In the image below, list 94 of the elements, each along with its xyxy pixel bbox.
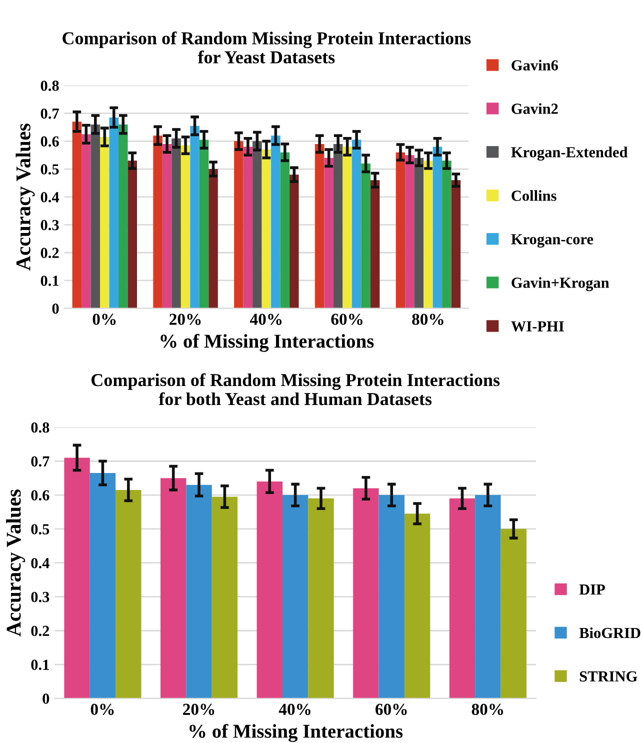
y-tick-label: 0.2	[31, 626, 50, 636]
bar	[90, 472, 116, 698]
bar	[404, 514, 430, 698]
bar	[109, 117, 119, 308]
bar	[262, 150, 272, 308]
x-tick-label: 40%	[278, 704, 310, 716]
y-axis-title: Accuracy Values	[6, 490, 26, 636]
x-tick-label: 80%	[472, 704, 504, 716]
bar	[353, 488, 379, 698]
x-tick-label: 60%	[331, 314, 362, 325]
y-tick-label: 0.1	[40, 276, 59, 286]
bar	[128, 160, 138, 308]
y-tick-label: 0.3	[31, 592, 50, 602]
x-tick-label: 60%	[376, 704, 407, 716]
bar	[186, 484, 212, 698]
x-tick-label: 20%	[183, 704, 214, 716]
y-tick-label: 0.6	[31, 490, 50, 501]
y-tick-label: 0.8	[31, 422, 50, 433]
bar	[282, 495, 308, 698]
y-tick-label: 0.8	[40, 80, 59, 91]
y-tick-label: 0.5	[31, 524, 50, 534]
bar	[370, 180, 380, 308]
y-tick-label: 0	[52, 303, 59, 314]
bar	[352, 140, 362, 308]
bar	[342, 146, 352, 308]
bar	[118, 124, 128, 308]
legend-label: STRING	[580, 671, 638, 682]
bar	[212, 496, 238, 698]
bar	[280, 152, 290, 308]
bar	[314, 144, 324, 308]
legend-label: Krogan-Extended	[511, 146, 628, 161]
bar	[160, 478, 186, 698]
x-tick-label: 80%	[412, 314, 444, 325]
bar	[324, 158, 334, 308]
bar	[308, 498, 334, 698]
bar	[180, 145, 190, 308]
bar	[432, 146, 442, 308]
bar	[361, 163, 370, 308]
legend-label: Gavin2	[512, 103, 558, 114]
legend-label: DIP	[579, 584, 605, 595]
bar	[449, 498, 476, 698]
bar	[64, 458, 90, 698]
y-tick-label: 0.2	[40, 248, 59, 258]
legend-label: Krogan-core	[511, 234, 594, 248]
x-tick-label: 40%	[250, 314, 282, 325]
x-tick-label: 0%	[90, 704, 114, 716]
bar	[442, 160, 452, 308]
bar	[82, 134, 91, 308]
y-tick-label: 0.4	[40, 192, 60, 202]
bar	[199, 140, 209, 308]
y-tick-label: 0.3	[40, 220, 59, 230]
legend-label: Gavin6	[512, 60, 558, 71]
bar	[290, 174, 299, 308]
bar	[271, 136, 280, 308]
y-tick-label: 0.7	[31, 456, 50, 467]
y-tick-label: 0.4	[31, 558, 50, 568]
bar	[451, 180, 461, 308]
bar	[252, 141, 262, 308]
bar	[162, 144, 172, 308]
bar	[333, 144, 343, 308]
bar	[72, 122, 82, 308]
legend-label: Gavin+Krogan	[512, 277, 610, 292]
legend-label: Collins	[512, 190, 556, 201]
bar	[475, 495, 501, 698]
y-tick-label: 0.1	[31, 660, 49, 670]
bar	[414, 158, 424, 308]
bar	[256, 481, 282, 698]
bar	[208, 169, 218, 308]
bar	[405, 155, 414, 308]
bar	[243, 146, 253, 308]
y-axis-title: Accuracy Values	[16, 124, 35, 270]
x-axis-title: % of Missing Interactions	[160, 334, 374, 352]
bar	[116, 490, 142, 698]
x-tick-label: 0%	[92, 314, 116, 325]
bar	[90, 124, 100, 308]
legend-label: WI-PHI	[511, 321, 564, 332]
y-tick-label: 0.6	[40, 136, 59, 147]
x-axis-title: % of Missing Interactions	[190, 724, 403, 742]
legend-label: BioGRID	[579, 627, 640, 638]
bar	[153, 136, 162, 308]
y-tick-label: 0.7	[40, 108, 59, 119]
bar	[190, 126, 200, 308]
bar	[396, 152, 406, 308]
bar	[100, 136, 110, 308]
y-tick-label: 0	[42, 694, 50, 704]
x-tick-label: 20%	[170, 314, 201, 325]
chart-title: Comparison of Random Missing Protein Interactions for both Yeast and Human Datasets	[91, 373, 500, 406]
bar	[378, 495, 404, 698]
bar	[424, 160, 433, 308]
chart-title: Comparison of Random Missing Protein Interactions for Yeast Datasets	[62, 31, 471, 64]
y-tick-label: 0.5	[40, 164, 59, 175]
bar	[500, 528, 526, 698]
bar	[234, 141, 244, 308]
bar	[172, 138, 181, 308]
